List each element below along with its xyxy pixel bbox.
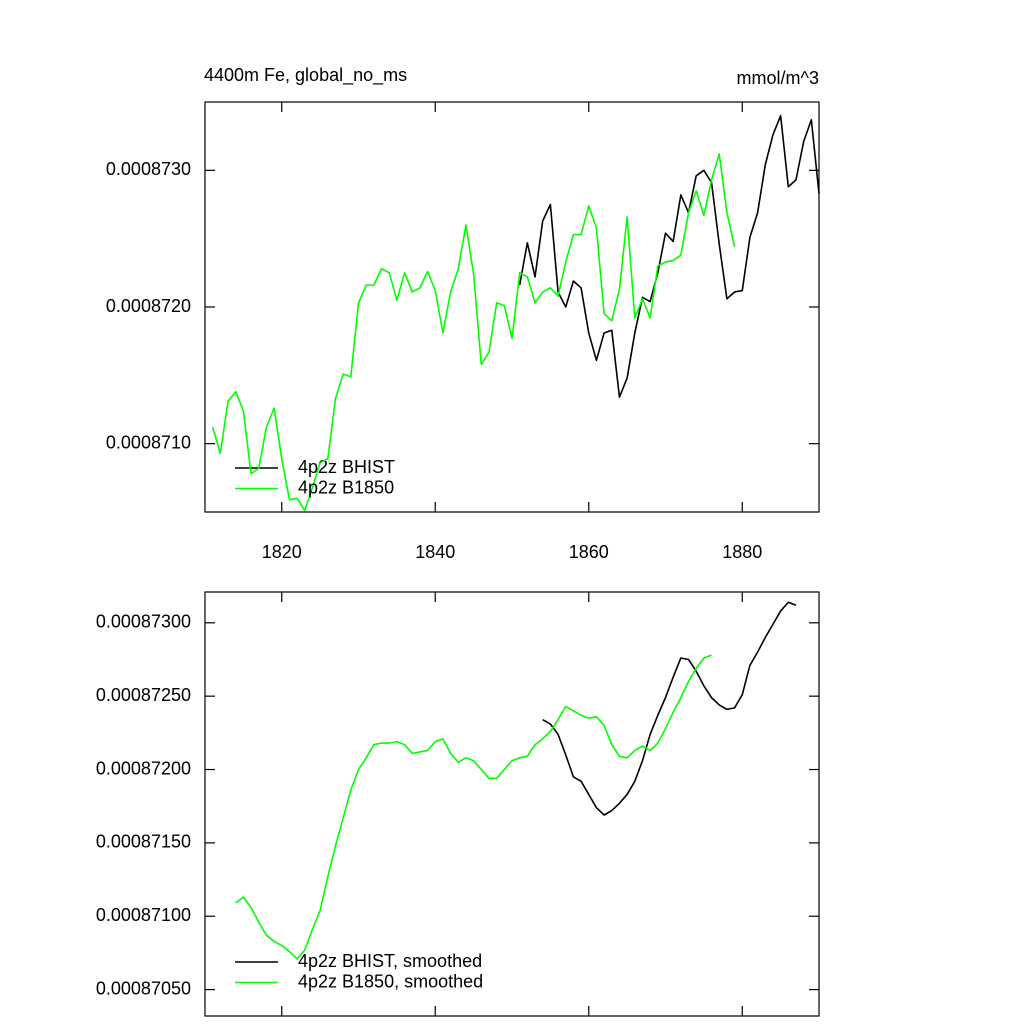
- data-line: [542, 601, 797, 816]
- data-line: [518, 114, 820, 398]
- data-line: [235, 654, 712, 960]
- y-tick-label: 0.00087150: [96, 832, 191, 852]
- x-tick-label: 1880: [722, 542, 762, 562]
- chart-title: 4400m Fe, global_no_ms: [204, 65, 407, 86]
- y-tick-label: 0.0008710: [106, 432, 191, 452]
- y-tick-label: 0.0008730: [106, 159, 191, 179]
- y-tick-label: 0.00087100: [96, 905, 191, 925]
- units-label: mmol/m^3: [737, 68, 819, 88]
- plot-frame: [204, 101, 820, 513]
- data-line: [211, 153, 736, 512]
- legend-label: 4p2z BHIST: [298, 457, 395, 477]
- y-tick-label: 0.00087300: [96, 612, 191, 632]
- legend-label: 4p2z B1850: [298, 477, 394, 497]
- y-tick-label: 0.0008720: [106, 296, 191, 316]
- legend-label: 4p2z B1850, smoothed: [298, 971, 483, 991]
- legend-label: 4p2z BHIST, smoothed: [298, 951, 482, 971]
- y-tick-label: 0.00087050: [96, 978, 191, 998]
- plot-frame: [204, 591, 820, 1017]
- y-tick-label: 0.00087250: [96, 685, 191, 705]
- x-tick-label: 1820: [262, 542, 302, 562]
- x-tick-label: 1840: [415, 542, 455, 562]
- x-tick-label: 1860: [569, 542, 609, 562]
- y-tick-label: 0.00087200: [96, 758, 191, 778]
